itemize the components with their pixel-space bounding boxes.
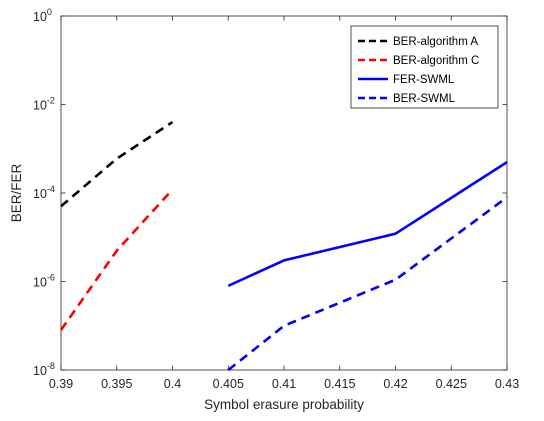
y-tick-label: 100 [33, 7, 52, 24]
series-line-fer-swml [227, 161, 508, 287]
legend-entry-label: BER-algorithm A [393, 36, 478, 48]
y-tick-base: 10 [33, 276, 47, 290]
y-tick-label: 10-4 [33, 184, 55, 201]
series-line-ber-algorithm-c [59, 188, 174, 331]
legend-entry-label: FER-SWML [393, 74, 455, 86]
legend: BER-algorithm A BER-algorithm C FER-SWML BE… [350, 25, 499, 109]
y-tick-exponent: 0 [47, 7, 52, 17]
x-tick-label: 0.395 [101, 377, 132, 391]
legend-entry-label: BER-SWML [393, 93, 456, 105]
y-tick-label: 10-8 [33, 361, 55, 378]
y-axis-label: BER/FER [9, 163, 24, 222]
x-tick-label: 0.405 [213, 377, 244, 391]
y-tick-exponent: -2 [47, 96, 55, 106]
y-tick-base: 10 [33, 187, 47, 201]
x-tick-label: 0.43 [495, 377, 519, 391]
y-tick-exponent: -6 [47, 273, 55, 283]
x-tick-label: 0.39 [49, 377, 73, 391]
x-tick-label: 0.415 [324, 377, 355, 391]
y-tick-label: 10-6 [33, 273, 55, 290]
y-tick-base: 10 [33, 364, 47, 378]
x-tick-label: 0.4 [164, 377, 181, 391]
y-tick-base: 10 [33, 99, 47, 113]
x-tick-label: 0.41 [272, 377, 296, 391]
series-layer [59, 121, 508, 372]
x-tick-label: 0.42 [383, 377, 407, 391]
series-line-ber-swml [227, 196, 508, 372]
y-tick-base: 10 [33, 10, 47, 24]
legend-entry-label: BER-algorithm C [393, 55, 479, 67]
y-tick-exponent: -4 [47, 184, 55, 194]
y-tick-label: 10-2 [33, 96, 55, 113]
legend-box [350, 25, 499, 109]
x-axis-label: Symbol erasure probability [204, 397, 364, 412]
x-axis-ticks: 0.39 0.395 0.4 0.405 0.41 0.415 0.42 0.425 0.43 [49, 16, 519, 391]
y-tick-exponent: -8 [47, 361, 55, 371]
x-tick-label: 0.425 [436, 377, 467, 391]
